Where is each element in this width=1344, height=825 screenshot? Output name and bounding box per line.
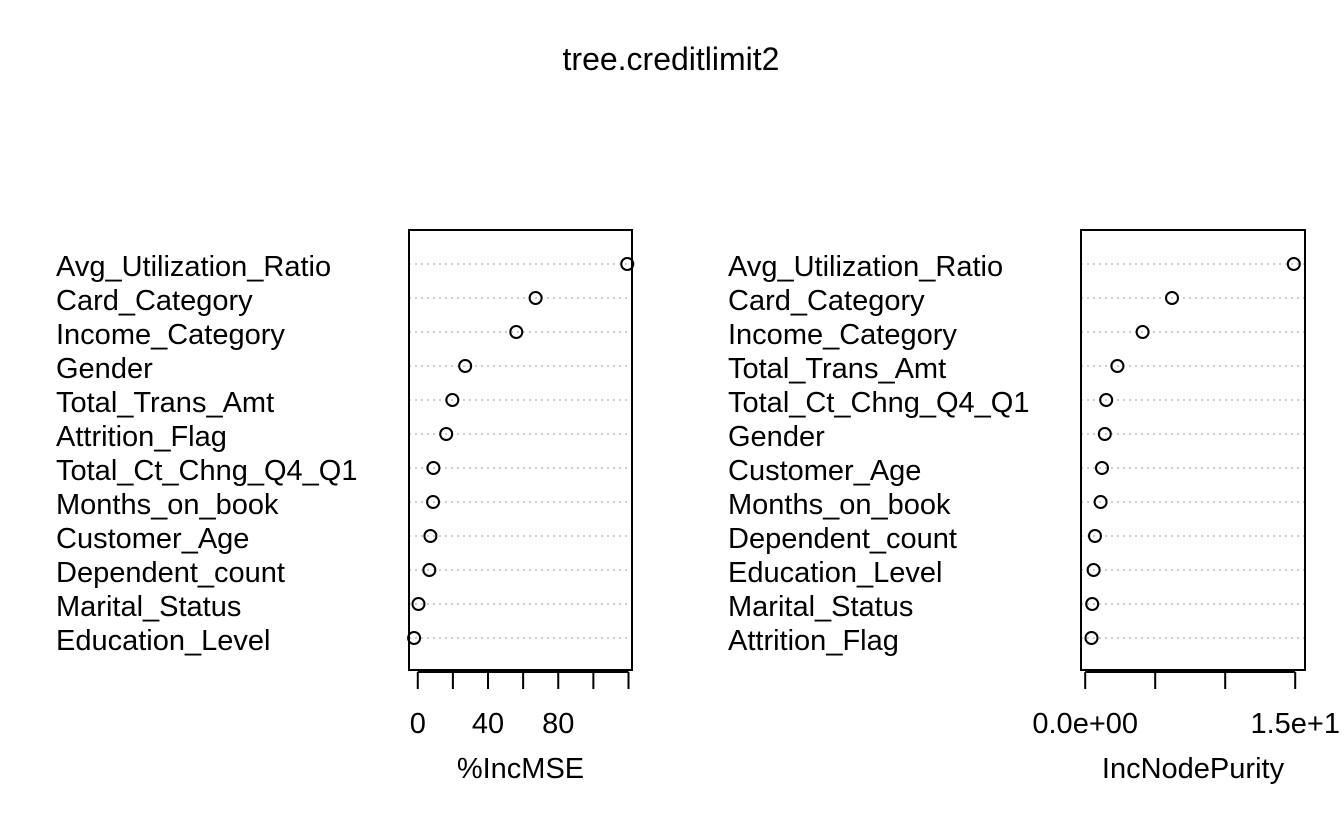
data-point [411, 597, 426, 611]
category-label: Months_on_book [56, 489, 279, 521]
category-label: Education_Level [56, 625, 270, 657]
category-label: Income_Category [728, 319, 957, 351]
category-label: Total_Ct_Chng_Q4_Q1 [728, 387, 1029, 419]
incmse-panel: Avg_Utilization_RatioCard_CategoryIncome… [56, 229, 635, 785]
plot-frame [1080, 229, 1306, 671]
x-axis-label: IncNodePurity [1102, 753, 1285, 785]
data-point [1095, 461, 1109, 475]
data-point [528, 291, 543, 305]
category-label: Income_Category [56, 319, 285, 351]
data-point [1135, 325, 1150, 339]
category-label: Total_Trans_Amt [728, 353, 946, 385]
x-tick-label: 40 [472, 708, 504, 740]
data-point [1286, 257, 1301, 271]
data-point [439, 427, 454, 441]
x-tick-label: 1.5e+1 [1250, 708, 1340, 740]
data-point [1165, 291, 1179, 305]
data-point [407, 631, 422, 645]
data-point [445, 393, 460, 407]
category-label: Avg_Utilization_Ratio [56, 251, 331, 283]
category-label: Customer_Age [728, 455, 921, 487]
data-point [1110, 359, 1125, 373]
category-label: Card_Category [56, 285, 253, 317]
category-label: Attrition_Flag [56, 421, 227, 453]
x-tick-label: 80 [542, 708, 574, 740]
x-tick-label: 0 [410, 708, 426, 740]
chart-title: tree.creditlimit2 [563, 41, 780, 77]
incnodepurity-panel: Avg_Utilization_RatioCard_CategoryIncome… [728, 229, 1340, 785]
data-point [458, 359, 473, 373]
category-label: Attrition_Flag [728, 625, 899, 657]
category-label: Avg_Utilization_Ratio [728, 251, 1003, 283]
data-point [1086, 563, 1101, 577]
data-point [620, 257, 635, 271]
category-label: Card_Category [728, 285, 925, 317]
category-label: Marital_Status [56, 591, 241, 623]
data-point [426, 461, 441, 475]
category-label: Education_Level [728, 557, 942, 589]
x-axis-label: %IncMSE [457, 753, 584, 785]
data-point [423, 529, 438, 543]
data-point [426, 495, 441, 509]
category-label: Gender [56, 353, 153, 385]
plot-frame [408, 229, 633, 671]
category-label: Months_on_book [728, 489, 951, 521]
category-label: Total_Trans_Amt [56, 387, 274, 419]
data-point [1099, 393, 1114, 407]
category-label: Marital_Status [728, 591, 913, 623]
category-label: Customer_Age [56, 523, 249, 555]
category-label: Total_Ct_Chng_Q4_Q1 [56, 455, 357, 487]
data-point [509, 325, 524, 339]
x-tick-label: 0.0e+00 [1032, 708, 1138, 740]
data-point [1085, 597, 1100, 611]
data-point [1084, 631, 1099, 645]
data-point [1088, 529, 1102, 543]
category-label: Gender [728, 421, 825, 453]
category-label: Dependent_count [56, 557, 285, 589]
category-label: Dependent_count [728, 523, 957, 555]
data-point [1097, 427, 1112, 441]
data-point [422, 563, 437, 577]
data-point [1093, 495, 1108, 509]
